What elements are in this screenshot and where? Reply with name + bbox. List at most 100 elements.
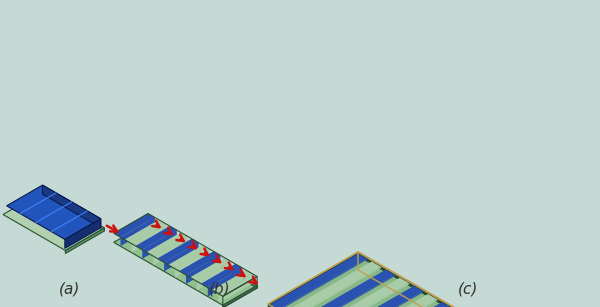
Polygon shape (305, 278, 395, 307)
Polygon shape (347, 299, 437, 307)
Polygon shape (268, 266, 470, 307)
Polygon shape (296, 281, 395, 307)
Polygon shape (334, 297, 424, 307)
Polygon shape (235, 264, 242, 277)
Polygon shape (201, 264, 242, 288)
Polygon shape (296, 272, 395, 307)
Polygon shape (400, 289, 409, 295)
Polygon shape (428, 302, 437, 307)
Polygon shape (372, 261, 381, 268)
Polygon shape (181, 232, 187, 245)
Polygon shape (186, 255, 220, 284)
Polygon shape (203, 245, 209, 258)
Polygon shape (157, 239, 199, 262)
Polygon shape (190, 258, 231, 281)
Polygon shape (277, 261, 367, 307)
Polygon shape (358, 252, 470, 307)
Polygon shape (414, 289, 424, 295)
Polygon shape (400, 278, 409, 284)
Polygon shape (291, 278, 381, 307)
Polygon shape (428, 297, 437, 303)
Polygon shape (175, 249, 209, 278)
Polygon shape (277, 258, 367, 307)
Polygon shape (296, 269, 395, 307)
Polygon shape (268, 254, 470, 307)
Polygon shape (347, 302, 437, 307)
Polygon shape (386, 281, 395, 287)
Polygon shape (358, 268, 470, 307)
Text: (a): (a) (59, 282, 80, 297)
Polygon shape (305, 280, 395, 307)
Polygon shape (442, 302, 452, 307)
Polygon shape (282, 261, 381, 307)
Polygon shape (400, 292, 409, 298)
Polygon shape (277, 273, 367, 307)
Polygon shape (334, 299, 424, 307)
Polygon shape (296, 283, 395, 307)
Polygon shape (282, 270, 381, 307)
Polygon shape (268, 253, 367, 307)
Polygon shape (386, 275, 395, 282)
Polygon shape (428, 294, 437, 300)
Polygon shape (291, 281, 381, 307)
Polygon shape (334, 305, 424, 307)
Polygon shape (125, 220, 166, 243)
Polygon shape (414, 297, 424, 303)
Polygon shape (214, 251, 220, 264)
Polygon shape (277, 267, 367, 307)
Polygon shape (282, 273, 381, 307)
Polygon shape (268, 256, 367, 307)
Polygon shape (358, 257, 470, 307)
Polygon shape (170, 226, 176, 239)
Polygon shape (358, 260, 470, 307)
Polygon shape (268, 264, 367, 307)
Polygon shape (319, 291, 409, 307)
Polygon shape (310, 280, 409, 307)
Polygon shape (223, 286, 257, 307)
Polygon shape (358, 254, 470, 307)
Polygon shape (291, 266, 381, 307)
Polygon shape (324, 289, 424, 307)
Polygon shape (291, 272, 381, 307)
Polygon shape (212, 270, 253, 294)
Polygon shape (324, 297, 424, 307)
Polygon shape (305, 275, 395, 307)
Polygon shape (218, 274, 253, 303)
Polygon shape (338, 305, 437, 307)
Polygon shape (319, 294, 409, 307)
Polygon shape (400, 286, 409, 292)
Polygon shape (400, 280, 409, 287)
Polygon shape (246, 270, 253, 283)
Polygon shape (338, 299, 437, 307)
Polygon shape (268, 257, 470, 307)
Polygon shape (7, 185, 101, 239)
Polygon shape (400, 283, 409, 290)
Polygon shape (414, 291, 424, 298)
Polygon shape (43, 185, 101, 228)
Polygon shape (358, 264, 367, 271)
Polygon shape (358, 259, 367, 265)
Polygon shape (268, 259, 367, 307)
Polygon shape (282, 264, 381, 307)
Polygon shape (296, 275, 395, 307)
Polygon shape (224, 258, 231, 270)
Polygon shape (114, 213, 155, 237)
Polygon shape (334, 302, 424, 307)
Polygon shape (338, 294, 437, 307)
Polygon shape (114, 223, 257, 305)
Polygon shape (121, 217, 155, 246)
Polygon shape (148, 223, 257, 288)
Polygon shape (324, 294, 424, 307)
Polygon shape (277, 270, 367, 307)
Polygon shape (164, 243, 199, 271)
Polygon shape (305, 289, 395, 307)
Polygon shape (153, 236, 187, 265)
Polygon shape (324, 286, 424, 307)
Polygon shape (148, 213, 155, 226)
Polygon shape (358, 253, 367, 260)
Polygon shape (386, 272, 395, 279)
Polygon shape (268, 252, 470, 307)
Polygon shape (268, 262, 367, 307)
Polygon shape (372, 267, 381, 273)
Polygon shape (358, 266, 470, 307)
